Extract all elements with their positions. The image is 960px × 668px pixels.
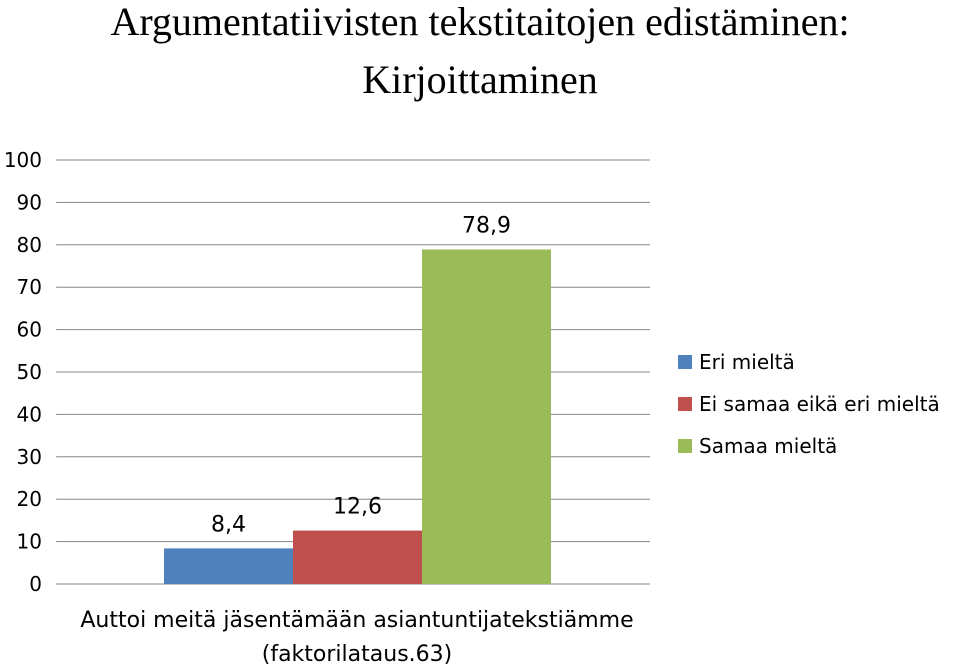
legend-label: Samaa mieltä <box>699 434 837 458</box>
y-tick-label: 100 <box>4 148 42 172</box>
y-tick-label: 10 <box>17 530 42 554</box>
data-label: 8,4 <box>211 512 246 537</box>
data-labels: 8,4 12,6 78,9 <box>211 213 511 537</box>
data-label: 12,6 <box>333 495 382 520</box>
legend-label: Ei samaa eikä eri mieltä <box>699 392 940 416</box>
bar-eri-mieltä <box>164 548 293 584</box>
legend-swatch <box>678 397 692 411</box>
y-tick-label: 70 <box>17 275 42 299</box>
x-category-label-line-1: Auttoi meitä jäsentämään asiantuntijatek… <box>80 608 633 633</box>
y-axis-ticks: 0 10 20 30 40 50 60 70 80 90 100 <box>4 148 62 596</box>
legend: Eri mieltä Ei samaa eikä eri mieltä Samaa … <box>678 350 940 458</box>
y-tick-label: 20 <box>17 487 42 511</box>
y-tick-label: 40 <box>17 402 42 426</box>
y-tick-label: 50 <box>17 360 42 384</box>
chart-title-line-2: Kirjoittaminen <box>362 57 598 102</box>
y-tick-label: 0 <box>29 572 42 596</box>
x-category-label-line-2: (faktorilataus.63) <box>262 642 452 667</box>
bar-samaa-mieltä <box>422 249 551 585</box>
legend-label: Eri mieltä <box>699 350 795 374</box>
gridlines <box>62 159 650 543</box>
y-tick-label: 80 <box>17 233 42 257</box>
chart-title-line-1: Argumentatiivisten tekstitaitojen edistä… <box>110 0 850 44</box>
data-label: 78,9 <box>462 213 511 238</box>
bar-ei-samaa-eikä-eri-mieltä <box>293 530 422 584</box>
legend-swatch <box>678 355 692 369</box>
legend-swatch <box>678 439 692 453</box>
y-tick-label: 90 <box>17 190 42 214</box>
y-tick-label: 60 <box>17 318 42 342</box>
y-tick-label: 30 <box>17 445 42 469</box>
bars <box>164 249 551 585</box>
